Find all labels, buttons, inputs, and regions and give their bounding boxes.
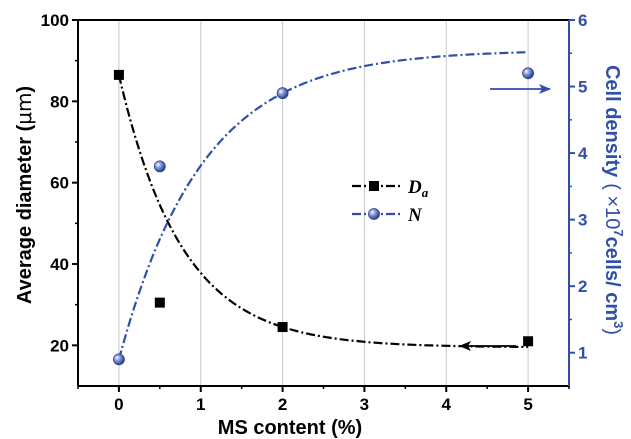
x-tick-label-4: 4 — [442, 395, 452, 414]
right-tick-label-4: 4 — [578, 144, 588, 163]
legend: Da N — [352, 177, 429, 226]
marker-da-1 — [154, 297, 165, 308]
curve-n — [117, 51, 529, 360]
left-tick-label-40: 40 — [50, 255, 69, 274]
legend-label-da: Da — [407, 177, 429, 200]
left-tick-label-60: 60 — [50, 174, 69, 193]
right-tick-label-3: 3 — [578, 211, 587, 230]
marker-da-3 — [523, 336, 534, 347]
left-tick-label-80: 80 — [50, 92, 69, 111]
marker-n-0 — [113, 353, 125, 366]
marker-n-1 — [153, 160, 166, 173]
left-axis-title: Average diameter (μm) — [12, 86, 36, 304]
x-axis-title: MS content (%) — [218, 417, 362, 439]
legend-label-n: N — [407, 205, 423, 226]
right-tick-label-1: 1 — [578, 344, 587, 363]
right-tick-label-5: 5 — [578, 78, 587, 97]
left-tick-label-100: 100 — [41, 11, 69, 30]
x-tick-label-2: 2 — [278, 395, 287, 414]
x-tick-label-0: 0 — [114, 395, 123, 414]
right-tick-label-2: 2 — [578, 277, 587, 296]
legend-marker-n — [368, 208, 380, 220]
curve-da — [117, 74, 529, 349]
marker-da-0 — [113, 69, 124, 80]
x-tick-label-3: 3 — [360, 395, 369, 414]
marker-n-2 — [276, 87, 289, 100]
tick-labels: 0 1 2 3 4 5 20 40 60 80 100 1 2 3 4 5 6 — [41, 11, 588, 414]
marker-n-3 — [522, 67, 534, 80]
right-tick-label-6: 6 — [578, 11, 587, 30]
fitted-curves — [117, 51, 529, 360]
x-tick-label-1: 1 — [196, 395, 205, 414]
axes — [72, 19, 575, 392]
marker-da-2 — [277, 322, 288, 333]
right-axis-title: Cell density( ×107cells/ cm3) — [601, 65, 626, 335]
data-markers — [113, 67, 534, 366]
grid-lines — [118, 20, 529, 386]
legend-marker-da — [369, 181, 379, 191]
left-tick-label-20: 20 — [50, 336, 69, 355]
x-tick-label-5: 5 — [523, 395, 532, 414]
